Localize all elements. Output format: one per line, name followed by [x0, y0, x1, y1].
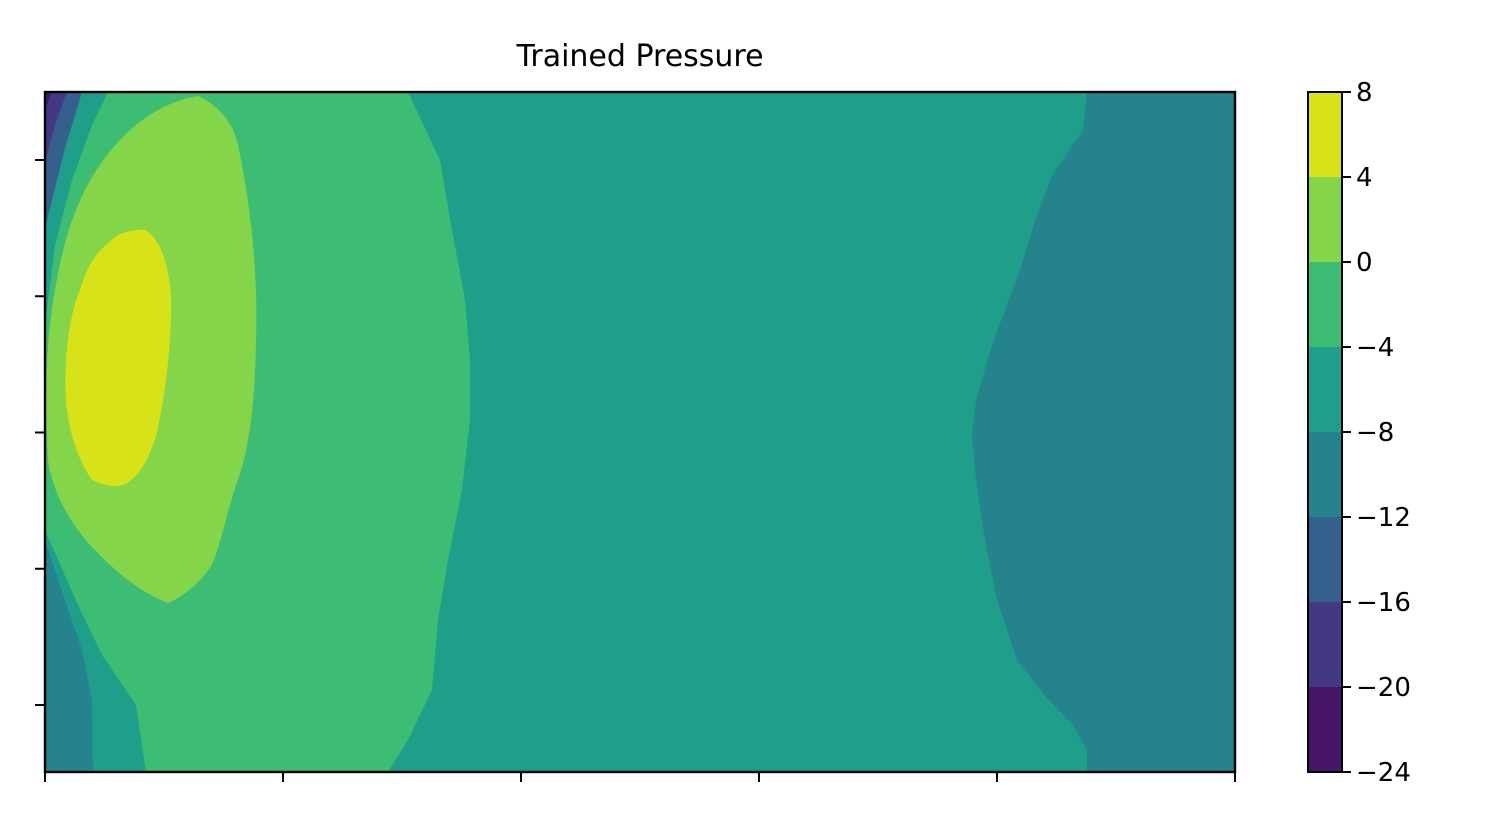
contour-plot [45, 92, 1235, 772]
colorbar-band [1308, 517, 1342, 602]
colorbar-tick-label: −16 [1356, 588, 1411, 618]
colorbar-tick-label: −20 [1356, 673, 1411, 703]
colorbar-band [1308, 92, 1342, 177]
colorbar-tick-label: 4 [1356, 163, 1373, 193]
colorbar-band [1308, 602, 1342, 687]
contour-band-neg12-neg8-left-bottom [45, 540, 93, 772]
y-axis-ticks [35, 159, 45, 706]
colorbar-tick-label: −12 [1356, 503, 1411, 533]
chart-title: Trained Pressure [515, 39, 763, 74]
colorbar-tick-label: −4 [1356, 333, 1394, 363]
contour-band-neg24-neg20 [45, 92, 52, 110]
colorbar-band [1308, 177, 1342, 262]
colorbar-band [1308, 432, 1342, 517]
colorbar: −24 −20 −16 −12 −8 −4 0 4 8 [1307, 78, 1411, 788]
colorbar-tick-label: 8 [1356, 78, 1373, 108]
contour-band-neg20-neg16 [45, 92, 67, 162]
colorbar-ticks: −24 −20 −16 −12 −8 −4 0 4 8 [1342, 78, 1411, 788]
colorbar-tick-label: −8 [1356, 418, 1394, 448]
colorbar-band [1308, 262, 1342, 347]
x-axis-ticks [44, 772, 1236, 782]
colorbar-band [1308, 347, 1342, 432]
contour-band-4-8 [65, 229, 172, 487]
colorbar-band [1308, 687, 1342, 772]
colorbar-bands [1308, 92, 1342, 772]
colorbar-tick-label: 0 [1356, 248, 1373, 278]
colorbar-tick-label: −24 [1356, 758, 1411, 788]
